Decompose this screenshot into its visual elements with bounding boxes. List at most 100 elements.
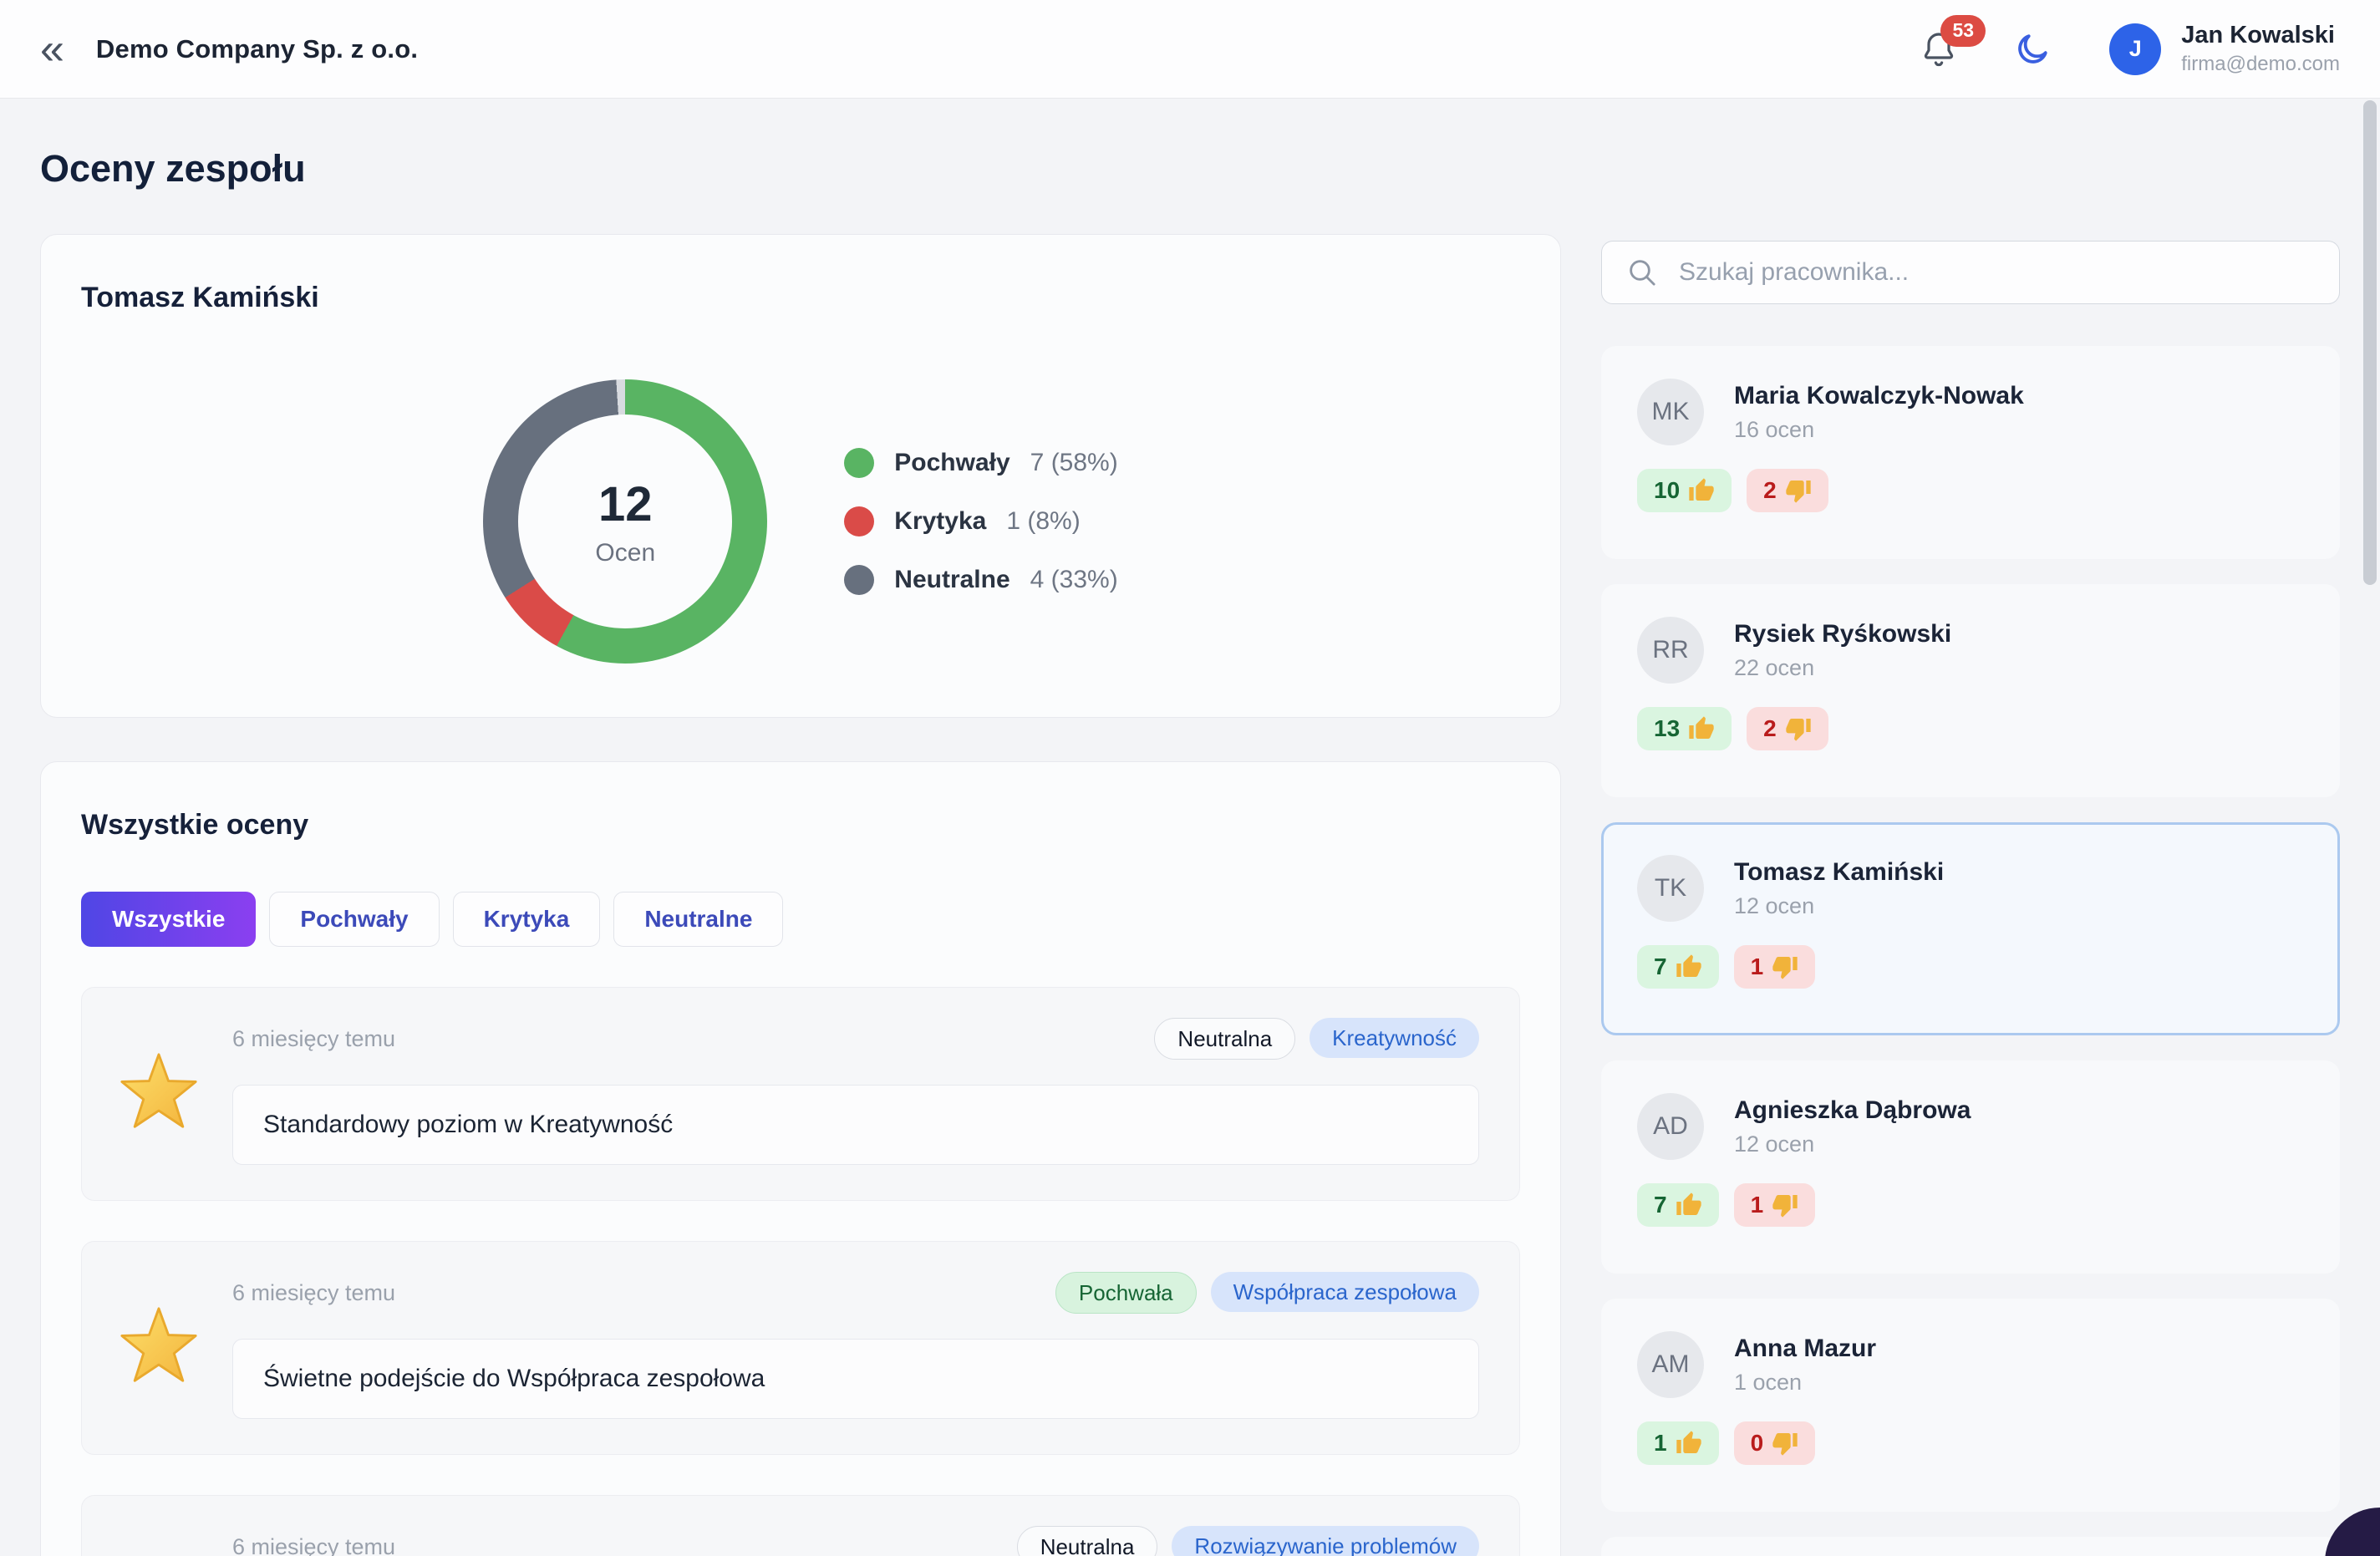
- review-filters: Wszystkie Pochwały Krytyka Neutralne: [81, 892, 1520, 947]
- employee-name: Agnieszka Dąbrowa: [1734, 1096, 1971, 1125]
- summary-employee-name: Tomasz Kamiński: [81, 282, 1520, 314]
- legend-dot: [844, 506, 874, 536]
- employee-card[interactable]: RR Rysiek Ryśkowski 22 ocen 13: [1601, 584, 2340, 797]
- employee-card[interactable]: MK Maria Kowalczyk-Nowak 16 ocen 10: [1601, 346, 2340, 559]
- employee-review-count: 16 ocen: [1734, 417, 2024, 443]
- employee-review-count: 12 ocen: [1734, 1131, 1971, 1157]
- employee-name: Rysiek Ryśkowski: [1734, 620, 1951, 648]
- reviews-card-title: Wszystkie oceny: [81, 809, 1520, 842]
- user-info: Jan Kowalski firma@demo.com: [2181, 22, 2340, 76]
- thumbs-up-icon: [1676, 1192, 1702, 1218]
- employee-card-partial[interactable]: [1601, 1537, 2340, 1556]
- thumbs-up-count: 7: [1637, 1183, 1719, 1227]
- search-input[interactable]: [1677, 257, 2316, 287]
- thumbs-up-icon: [1688, 715, 1715, 742]
- star-icon: [119, 1051, 199, 1131]
- review-category-badge: Kreatywność: [1310, 1018, 1479, 1058]
- thumbs-down-icon: [1785, 715, 1812, 742]
- review-comment: Standardowy poziom w Kreatywność: [232, 1085, 1479, 1165]
- thumbs-down-icon: [1772, 1430, 1798, 1457]
- all-reviews-card: Wszystkie oceny Wszystkie Pochwały Kryty…: [40, 761, 1561, 1556]
- moon-icon: [2014, 31, 2051, 68]
- legend-label: Pochwały: [894, 449, 1009, 477]
- donut-legend: Pochwały 7 (58%) Krytyka 1 (8%): [844, 448, 1117, 595]
- review-time: 6 miesięcy temu: [232, 1280, 395, 1306]
- thumbs-up-icon: [1688, 477, 1715, 504]
- review-type-badge: Neutralna: [1154, 1018, 1295, 1060]
- filter-button[interactable]: Pochwały: [269, 892, 439, 947]
- star-icon: [119, 1305, 199, 1386]
- review-category-badge: Współpraca zespołowa: [1211, 1272, 1479, 1312]
- filter-button[interactable]: Wszystkie: [81, 892, 256, 947]
- employee-search[interactable]: [1601, 241, 2340, 304]
- dark-mode-toggle[interactable]: [2014, 31, 2051, 68]
- review-type-badge: Pochwała: [1055, 1272, 1197, 1314]
- legend-value: 7 (58%): [1030, 449, 1118, 477]
- employee-name: Tomasz Kamiński: [1734, 858, 1944, 887]
- donut-total-label: Ocen: [595, 539, 655, 567]
- page-scrollbar-thumb[interactable]: [2363, 100, 2377, 585]
- employee-card[interactable]: TK Tomasz Kamiński 12 ocen 7: [1601, 822, 2340, 1035]
- notifications-count-badge: 53: [1940, 15, 1986, 47]
- thumbs-up-count: 13: [1637, 707, 1732, 750]
- review-item: 6 miesięcy temu Pochwała Współpraca zesp…: [81, 1241, 1520, 1455]
- legend-row: Krytyka 1 (8%): [844, 506, 1117, 536]
- thumbs-up-count: 1: [1637, 1421, 1719, 1465]
- employee-name: Maria Kowalczyk-Nowak: [1734, 382, 2024, 410]
- employee-list: MK Maria Kowalczyk-Nowak 16 ocen 10: [1601, 346, 2340, 1556]
- employee-summary-card: Tomasz Kamiński 12 Ocen: [40, 234, 1561, 718]
- thumbs-down-count: 2: [1747, 469, 1828, 512]
- filter-button[interactable]: Krytyka: [453, 892, 601, 947]
- app-window: « Demo Company Sp. z o.o. 53 J Jan Kowal…: [0, 0, 2380, 1556]
- notifications-button[interactable]: 53: [1919, 28, 1959, 70]
- user-email: firma@demo.com: [2181, 53, 2340, 76]
- thumbs-down-icon: [1772, 953, 1798, 980]
- thumbs-up-icon: [1676, 953, 1702, 980]
- legend-dot: [844, 565, 874, 595]
- legend-label: Neutralne: [894, 566, 1009, 594]
- thumbs-up-count: 7: [1637, 945, 1719, 989]
- search-icon: [1625, 256, 1659, 289]
- legend-value: 4 (33%): [1030, 566, 1118, 594]
- employee-avatar: MK: [1637, 379, 1704, 445]
- legend-value: 1 (8%): [1006, 507, 1080, 536]
- review-category-badge: Rozwiązywanie problemów: [1172, 1526, 1479, 1556]
- user-name: Jan Kowalski: [2181, 22, 2340, 49]
- review-item: 6 miesięcy temu Neutralna Kreatywność St…: [81, 987, 1520, 1201]
- filter-button[interactable]: Neutralne: [613, 892, 783, 947]
- review-item: 6 miesięcy temu Neutralna Rozwiązywanie …: [81, 1495, 1520, 1556]
- top-bar: « Demo Company Sp. z o.o. 53 J Jan Kowal…: [0, 0, 2380, 99]
- employee-card[interactable]: AM Anna Mazur 1 ocen 1: [1601, 1299, 2340, 1512]
- page-title: Oceny zespołu: [40, 147, 2340, 191]
- review-comment: Świetne podejście do Współpraca zespołow…: [232, 1339, 1479, 1419]
- employee-avatar: TK: [1637, 855, 1704, 922]
- review-time: 6 miesięcy temu: [232, 1534, 395, 1556]
- thumbs-down-icon: [1772, 1192, 1798, 1218]
- thumbs-up-icon: [1676, 1430, 1702, 1457]
- thumbs-down-count: 1: [1734, 945, 1816, 989]
- thumbs-up-count: 10: [1637, 469, 1732, 512]
- thumbs-down-count: 1: [1734, 1183, 1816, 1227]
- company-title: Demo Company Sp. z o.o.: [96, 34, 418, 64]
- legend-dot: [844, 448, 874, 478]
- legend-label: Krytyka: [894, 507, 986, 536]
- employee-review-count: 22 ocen: [1734, 655, 1951, 681]
- employee-name: Anna Mazur: [1734, 1335, 1876, 1363]
- collapse-sidebar-icon[interactable]: «: [40, 28, 64, 71]
- review-type-badge: Neutralna: [1017, 1526, 1158, 1556]
- thumbs-down-count: 0: [1734, 1421, 1816, 1465]
- employee-avatar: AM: [1637, 1331, 1704, 1398]
- donut-total: 12: [598, 476, 653, 532]
- thumbs-down-count: 2: [1747, 707, 1828, 750]
- employee-review-count: 1 ocen: [1734, 1370, 1876, 1396]
- employee-card[interactable]: AD Agnieszka Dąbrowa 12 ocen 7: [1601, 1060, 2340, 1274]
- user-avatar[interactable]: J: [2109, 23, 2161, 75]
- employee-avatar: AD: [1637, 1093, 1704, 1160]
- employee-review-count: 12 ocen: [1734, 893, 1944, 919]
- legend-row: Pochwały 7 (58%): [844, 448, 1117, 478]
- employees-sidebar: MK Maria Kowalczyk-Nowak 16 ocen 10: [1601, 234, 2340, 1556]
- employee-avatar: RR: [1637, 617, 1704, 684]
- thumbs-down-icon: [1785, 477, 1812, 504]
- legend-row: Neutralne 4 (33%): [844, 565, 1117, 595]
- ratings-donut-chart: 12 Ocen: [483, 379, 767, 664]
